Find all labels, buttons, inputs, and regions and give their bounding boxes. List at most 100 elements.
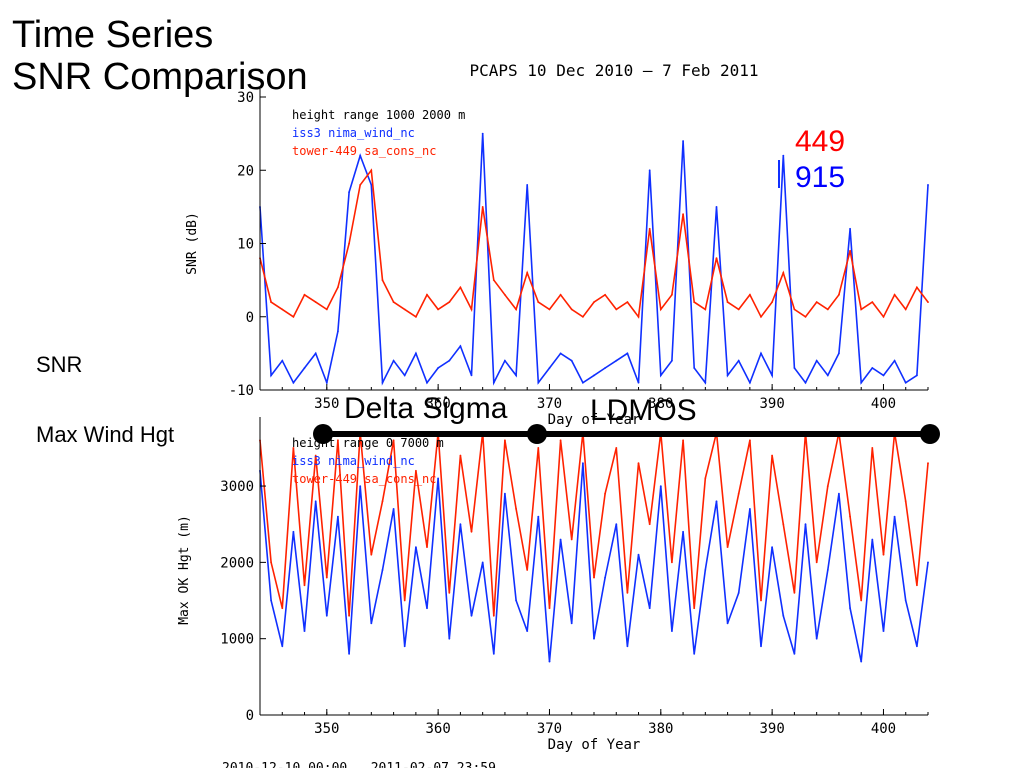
data-point-915 — [927, 561, 929, 564]
x-tick-label: 370 — [537, 396, 562, 412]
y-tick-label: 20 — [237, 163, 254, 179]
data-point-915 — [270, 374, 272, 377]
data-point-449 — [504, 293, 506, 296]
data-point-915 — [515, 374, 517, 377]
y-tick-label: 1000 — [220, 632, 254, 648]
data-point-449 — [559, 439, 562, 442]
data-point-915 — [726, 622, 729, 625]
data-point-915 — [526, 184, 529, 186]
data-point-915 — [492, 653, 495, 655]
data-point-915 — [381, 569, 384, 571]
data-point-449 — [604, 492, 606, 495]
data-point-449 — [281, 308, 284, 311]
data-point-449 — [292, 447, 295, 449]
data-point-915 — [815, 637, 818, 640]
data-point-449 — [292, 315, 295, 318]
data-point-915 — [793, 653, 796, 655]
data-point-449 — [448, 301, 451, 303]
data-point-915 — [737, 592, 740, 594]
data-point-915 — [615, 523, 618, 526]
data-point-915 — [782, 154, 785, 157]
data-point-449 — [704, 308, 707, 311]
data-point-915 — [370, 184, 373, 186]
x-tick-label: 380 — [648, 396, 673, 412]
data-point-915 — [893, 515, 896, 518]
x-tick-label: 380 — [648, 721, 673, 737]
data-point-915 — [860, 381, 863, 384]
data-point-915 — [726, 374, 729, 377]
series-line-449-panel-1 — [259, 168, 929, 319]
data-point-915 — [437, 477, 439, 480]
data-point-915 — [470, 374, 473, 377]
data-point-449 — [815, 561, 818, 564]
data-point-915 — [548, 367, 551, 369]
data-point-915 — [637, 553, 640, 556]
data-point-915 — [882, 374, 885, 377]
data-point-915 — [826, 374, 829, 377]
data-point-915 — [893, 359, 896, 362]
series-line-915-panel-1 — [259, 133, 929, 386]
slide-title-line-2: SNR Comparison — [12, 56, 308, 98]
data-point-449 — [426, 293, 428, 296]
data-point-915 — [904, 381, 907, 384]
data-point-449 — [682, 439, 684, 442]
x-axis-label: Day of Year — [548, 737, 641, 753]
data-point-915 — [604, 367, 606, 369]
data-point-915 — [426, 607, 428, 610]
data-point-449 — [426, 546, 428, 548]
data-point-449 — [749, 439, 751, 442]
data-point-915 — [582, 462, 584, 465]
data-point-449 — [437, 308, 439, 311]
data-point-915 — [615, 359, 618, 362]
x-tick-label: 360 — [425, 721, 450, 737]
data-point-449 — [626, 301, 629, 303]
chart-title: PCAPS 10 Dec 2010 — 7 Feb 2011 — [470, 61, 759, 80]
data-point-915 — [760, 352, 762, 355]
data-point-915 — [392, 359, 395, 362]
data-point-449 — [704, 477, 707, 480]
data-point-915 — [593, 637, 595, 640]
data-point-449 — [381, 500, 384, 503]
data-point-449 — [893, 293, 896, 296]
phase-timeline-marker — [527, 424, 547, 444]
data-point-915 — [570, 359, 573, 362]
data-point-449 — [804, 315, 807, 318]
data-point-449 — [648, 227, 651, 230]
chart-footer: 2010-12-10 00:00 — 2011-02-07 23:59 — [222, 761, 496, 768]
data-point-449 — [504, 439, 506, 442]
data-point-915 — [292, 530, 295, 533]
data-point-915 — [849, 227, 851, 230]
data-point-449 — [615, 308, 618, 311]
data-point-915 — [303, 367, 306, 369]
x-tick-label: 370 — [537, 721, 562, 737]
data-point-449 — [370, 553, 373, 556]
data-point-449 — [671, 293, 673, 296]
legend-entry: tower-449 sa_cons_nc — [292, 144, 437, 158]
data-point-915 — [871, 538, 874, 541]
y-tick-label: 2000 — [220, 555, 254, 571]
data-point-449 — [459, 286, 462, 289]
data-point-449 — [849, 249, 851, 252]
data-point-915 — [693, 653, 696, 655]
data-point-915 — [403, 374, 406, 377]
data-point-915 — [793, 367, 796, 369]
data-point-449 — [782, 271, 785, 274]
max-wind-hgt-side-label: Max Wind Hgt — [36, 422, 175, 447]
phase-label-ldmos: LDMOS — [590, 394, 697, 427]
data-point-915 — [604, 576, 606, 579]
data-point-915 — [593, 374, 595, 377]
data-point-449 — [470, 308, 473, 311]
y-tick-label: 0 — [246, 708, 254, 724]
x-tick-label: 350 — [314, 721, 339, 737]
data-point-449 — [325, 576, 328, 579]
data-point-915 — [815, 359, 818, 362]
y-tick-label: 0 — [246, 310, 254, 326]
data-point-915 — [659, 485, 662, 487]
data-point-449 — [737, 492, 740, 495]
x-axis-label: Day of Year — [548, 412, 641, 428]
data-point-449 — [548, 607, 551, 610]
data-point-449 — [348, 614, 350, 617]
data-point-915 — [704, 381, 707, 384]
data-point-449 — [314, 301, 317, 303]
data-point-449 — [871, 301, 874, 303]
